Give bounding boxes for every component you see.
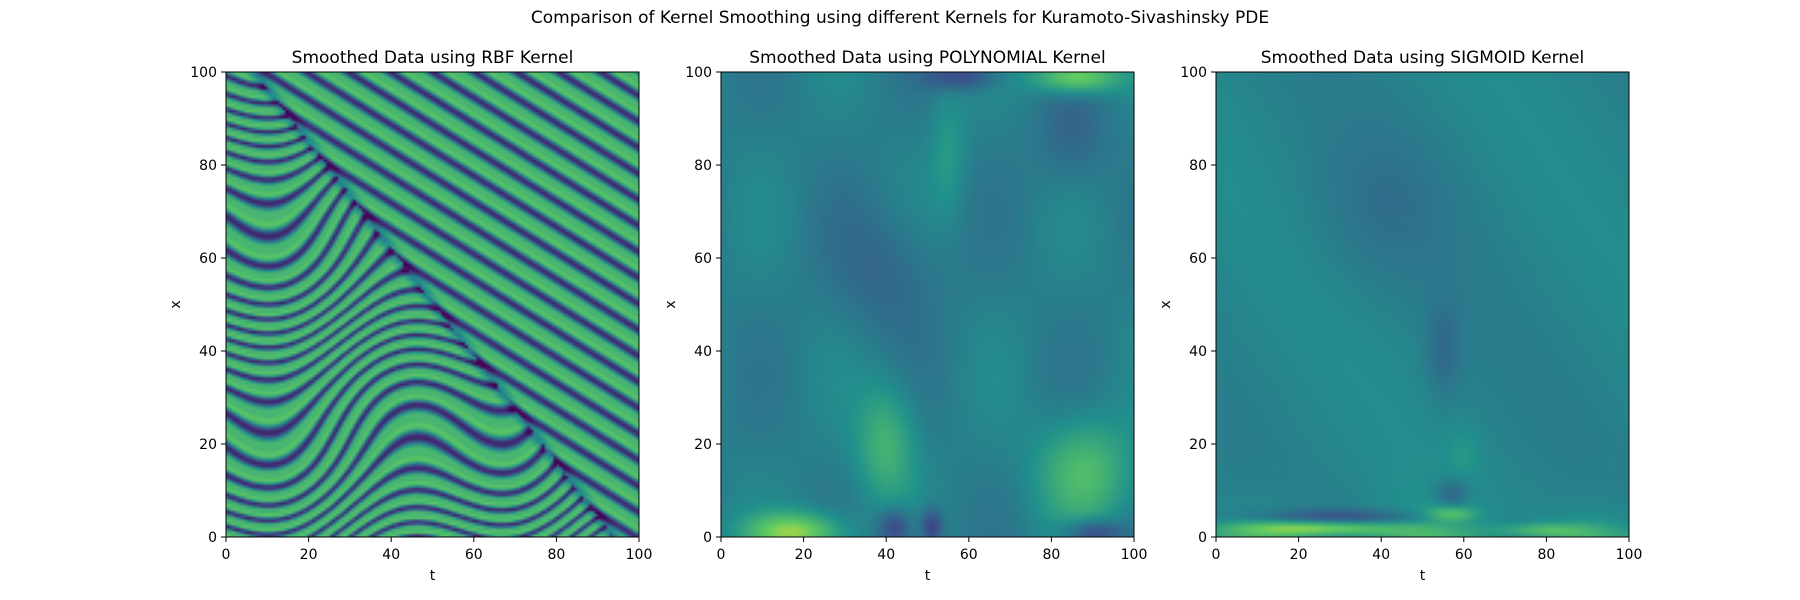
- y-tick-label: 20: [1189, 437, 1207, 453]
- x-tick-label: 0: [1212, 547, 1221, 563]
- panel-title: Smoothed Data using SIGMOID Kernel: [1261, 48, 1585, 68]
- x-tick-label: 80: [1042, 547, 1060, 563]
- y-tick-label: 40: [1189, 344, 1207, 360]
- x-tick-label: 20: [795, 547, 813, 563]
- x-tick-label: 60: [1455, 547, 1473, 563]
- x-tick-label: 100: [1616, 547, 1643, 563]
- y-tick-label: 100: [1180, 65, 1207, 81]
- x-tick-label: 60: [960, 547, 978, 563]
- y-tick-label: 60: [199, 251, 217, 267]
- heatmap-image: [1216, 72, 1629, 537]
- y-tick-label: 0: [703, 530, 712, 546]
- plot-frame: [720, 71, 1135, 538]
- y-tick-label: 0: [208, 530, 217, 546]
- y-tick-label: 20: [199, 437, 217, 453]
- x-tick-label: 60: [465, 547, 483, 563]
- y-tick-label: 100: [190, 65, 217, 81]
- panel-title: Smoothed Data using POLYNOMIAL Kernel: [749, 48, 1106, 68]
- y-axis-label: x: [1158, 300, 1174, 308]
- y-tick-label: 80: [199, 158, 217, 174]
- y-tick-label: 80: [694, 158, 712, 174]
- x-tick-label: 20: [300, 547, 318, 563]
- y-tick-label: 40: [694, 344, 712, 360]
- y-tick-label: 40: [199, 344, 217, 360]
- x-tick-label: 0: [717, 547, 726, 563]
- x-tick-label: 80: [547, 547, 565, 563]
- y-axis-label: x: [168, 300, 184, 308]
- y-tick-label: 20: [694, 437, 712, 453]
- x-tick-label: 80: [1537, 547, 1555, 563]
- plot-frame: [225, 71, 640, 538]
- y-tick-label: 0: [1198, 530, 1207, 546]
- heatmap-image: [721, 72, 1134, 537]
- x-axis-label: t: [430, 568, 436, 584]
- y-tick-label: 80: [1189, 158, 1207, 174]
- x-axis-label: t: [925, 568, 931, 584]
- y-tick-label: 60: [1189, 251, 1207, 267]
- y-tick-label: 60: [694, 251, 712, 267]
- x-tick-label: 40: [1372, 547, 1390, 563]
- figure-suptitle: Comparison of Kernel Smoothing using dif…: [530, 8, 1270, 28]
- heatmap-panel-polynomial: Smoothed Data using POLYNOMIAL Kernel 0 20…: [663, 48, 1147, 584]
- x-tick-label: 20: [1290, 547, 1308, 563]
- plot-frame: [1215, 71, 1630, 538]
- x-axis-label: t: [1420, 568, 1426, 584]
- heatmap-panel-sigmoid: Smoothed Data using SIGMOID Kernel 0 20 40 6…: [1158, 48, 1642, 584]
- heatmap-panel-rbf: Smoothed Data using RBF Kernel 0 20 40 60 80 1…: [168, 48, 652, 584]
- y-axis-label: x: [663, 300, 679, 308]
- x-tick-label: 100: [626, 547, 653, 563]
- x-tick-label: 0: [222, 547, 231, 563]
- x-tick-label: 100: [1121, 547, 1148, 563]
- y-tick-label: 100: [685, 65, 712, 81]
- x-tick-label: 40: [877, 547, 895, 563]
- heatmap-image: [226, 72, 639, 537]
- x-tick-label: 40: [382, 547, 400, 563]
- panel-title: Smoothed Data using RBF Kernel: [292, 48, 574, 68]
